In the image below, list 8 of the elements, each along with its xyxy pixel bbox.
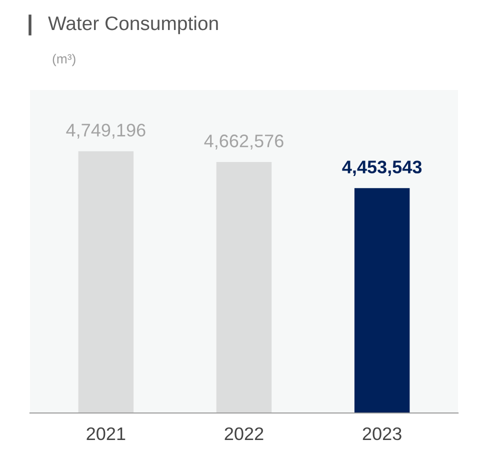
x-tick-label: 2022 — [224, 427, 264, 440]
chart-title: Water Consumption — [48, 16, 218, 34]
data-label: 4,749,196 — [66, 124, 146, 139]
data-label: 4,662,576 — [204, 134, 284, 150]
chart-subtitle: (m³) — [52, 54, 76, 66]
x-tick-label: 2021 — [86, 427, 126, 440]
x-tick-label: 2023 — [362, 427, 402, 440]
data-label: 4,453,543 — [342, 160, 422, 176]
